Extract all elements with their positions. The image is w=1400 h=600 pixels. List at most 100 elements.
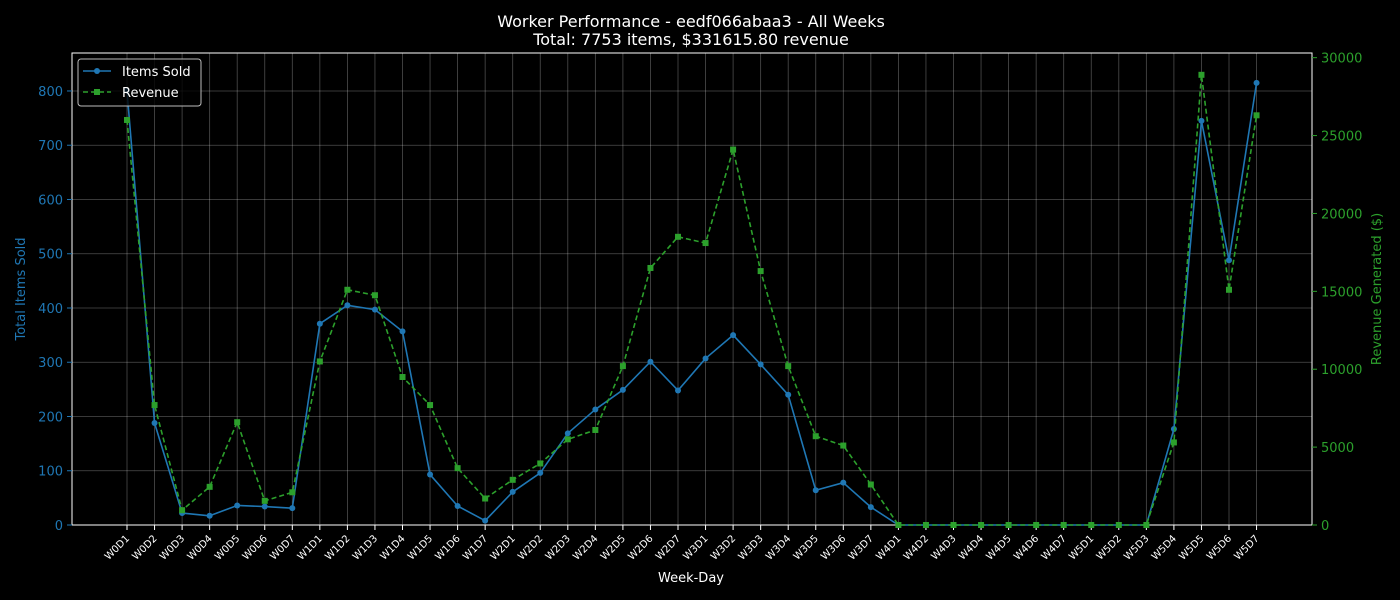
items-sold-point	[454, 503, 461, 510]
items-sold-point	[702, 355, 709, 362]
items-sold-point	[1226, 257, 1232, 264]
items-sold-point	[757, 361, 764, 368]
revenue-point	[619, 363, 626, 370]
revenue-point	[592, 426, 599, 433]
legend-revenue-label: Revenue	[122, 86, 179, 101]
revenue-point	[1143, 522, 1150, 528]
items-sold-point	[482, 517, 489, 524]
revenue-point	[785, 363, 792, 370]
revenue-point	[124, 116, 130, 123]
y-left-tick-label: 400	[38, 302, 63, 317]
items-sold-point	[371, 306, 378, 313]
revenue-point	[895, 522, 902, 528]
y-left-tick-label: 300	[38, 356, 63, 371]
items-sold-point	[592, 406, 599, 413]
items-sold-point	[812, 487, 819, 494]
y-left-tick-label: 500	[38, 248, 63, 263]
items-sold-point	[289, 505, 296, 512]
items-sold-point	[316, 320, 323, 327]
series-layer	[124, 71, 1260, 528]
revenue-point	[234, 419, 241, 426]
items-sold-point	[344, 302, 351, 309]
revenue-point	[840, 442, 847, 449]
revenue-point	[316, 358, 323, 365]
revenue-point	[978, 522, 985, 528]
revenue-point	[1033, 522, 1040, 528]
items-sold-point	[537, 469, 544, 476]
items-sold-point	[730, 332, 737, 339]
y-right-tick-label: 25000	[1321, 130, 1362, 145]
items-sold-point	[785, 391, 792, 398]
revenue-point	[730, 146, 737, 153]
revenue-point	[675, 233, 681, 240]
y-right-tick-label: 15000	[1321, 285, 1362, 300]
revenue-point	[922, 522, 929, 528]
revenue-point	[867, 481, 874, 488]
plot-frame	[71, 52, 1313, 526]
revenue-point	[206, 483, 213, 490]
revenue-point	[1115, 522, 1122, 528]
items-sold-point	[399, 328, 406, 335]
revenue-point	[289, 489, 296, 496]
plot-border	[71, 52, 1313, 526]
items-sold-point	[564, 430, 571, 437]
y-left-axis-label: Total Items Sold	[14, 237, 29, 341]
y-left-tick-label: 800	[38, 85, 63, 100]
revenue-point	[564, 436, 571, 443]
y-right-tick-label: 20000	[1321, 207, 1362, 222]
revenue-point	[950, 522, 957, 528]
y-left-tick-label: 600	[38, 193, 63, 208]
y-right-tick-label: 0	[1321, 519, 1329, 534]
items-sold-point	[261, 503, 268, 510]
legend: Items Sold Revenue	[77, 58, 202, 107]
revenue-point	[454, 465, 461, 472]
y-right-tick-label: 5000	[1321, 441, 1354, 456]
items-sold-point	[675, 387, 681, 394]
legend-revenue-marker	[94, 89, 100, 95]
revenue-point	[537, 460, 544, 467]
items-sold-point	[234, 502, 241, 509]
items-sold-point	[1253, 79, 1260, 86]
y-left-tick-label: 100	[38, 465, 63, 480]
y-right-axis-label: Revenue Generated ($)	[1370, 213, 1385, 365]
x-axis-label: Week-Day	[658, 571, 724, 586]
items-sold-point	[867, 504, 874, 511]
chart-subtitle: Total: 7753 items, $331615.80 revenue	[532, 30, 849, 49]
items-sold-point	[1170, 425, 1177, 432]
y-right-tick-label: 10000	[1321, 363, 1362, 378]
y-left-tick-label: 200	[38, 410, 63, 425]
revenue-point	[509, 476, 516, 483]
y-left-axis: 0 100 200 300 400 500 600 700 800	[38, 85, 72, 534]
revenue-point	[399, 374, 406, 381]
revenue-point	[344, 286, 351, 293]
items-sold-point	[206, 512, 213, 519]
y-left-tick-label: 0	[55, 519, 63, 534]
items-sold-point	[509, 488, 516, 495]
revenue-point	[757, 268, 764, 275]
revenue-point	[371, 292, 378, 299]
items-sold-point	[840, 479, 847, 486]
revenue-line	[126, 74, 1258, 526]
items-sold-point	[1198, 117, 1205, 124]
revenue-point	[151, 402, 158, 409]
revenue-point	[1198, 71, 1205, 78]
legend-items-sold-marker	[94, 68, 100, 74]
revenue-point	[812, 433, 819, 440]
revenue-point	[427, 402, 434, 409]
revenue-point	[702, 240, 709, 247]
items-sold-point	[619, 386, 626, 393]
legend-items-sold-label: Items Sold	[122, 65, 191, 80]
revenue-point	[1253, 112, 1260, 119]
y-right-axis: 0 5000 10000 15000 20000 25000 30000	[1312, 52, 1362, 534]
revenue-point	[1170, 439, 1177, 446]
revenue-point	[1226, 286, 1232, 293]
revenue-point	[179, 507, 186, 514]
revenue-point	[1060, 522, 1067, 528]
y-left-tick-label: 700	[38, 139, 63, 154]
items-sold-point	[151, 420, 158, 427]
revenue-point	[1088, 522, 1095, 528]
revenue-point	[482, 495, 489, 502]
items-sold-point	[647, 358, 654, 365]
